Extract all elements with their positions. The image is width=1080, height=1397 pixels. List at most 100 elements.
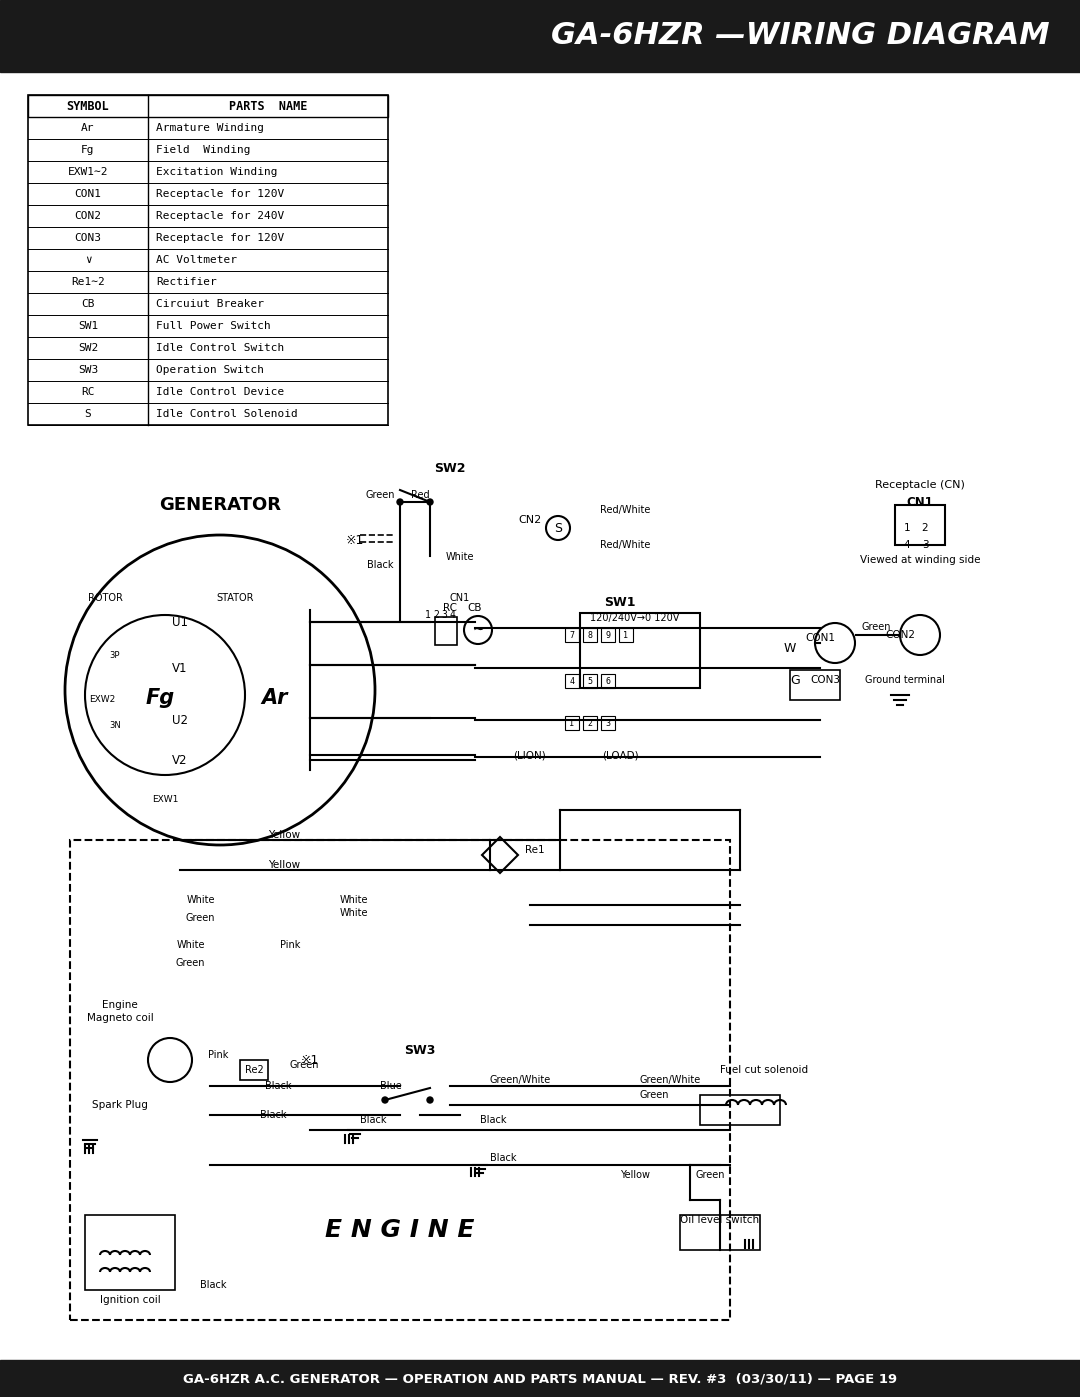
Text: Black: Black xyxy=(480,1115,507,1125)
Text: ∨: ∨ xyxy=(84,256,92,265)
Text: CON1: CON1 xyxy=(75,189,102,198)
Text: Yellow: Yellow xyxy=(268,830,300,840)
Text: Green/White: Green/White xyxy=(640,1076,701,1085)
Text: U1: U1 xyxy=(172,616,188,629)
Text: S: S xyxy=(554,521,562,535)
Text: 3N: 3N xyxy=(109,721,121,729)
Text: Green/White: Green/White xyxy=(490,1076,551,1085)
Text: RC: RC xyxy=(81,387,95,397)
Text: SW1: SW1 xyxy=(604,597,636,609)
Bar xyxy=(583,629,597,643)
Text: RC: RC xyxy=(443,604,457,613)
Text: GA-6HZR —WIRING DIAGRAM: GA-6HZR —WIRING DIAGRAM xyxy=(552,21,1050,50)
Text: 3: 3 xyxy=(921,541,929,550)
Circle shape xyxy=(397,499,403,504)
Text: Yellow: Yellow xyxy=(620,1171,650,1180)
Bar xyxy=(583,717,597,731)
Text: EXW1∼2: EXW1∼2 xyxy=(68,168,108,177)
Text: ~: ~ xyxy=(472,623,484,637)
Text: EXW1: EXW1 xyxy=(152,795,178,805)
Text: Black: Black xyxy=(490,1153,516,1162)
Circle shape xyxy=(427,499,433,504)
Text: SYMBOL: SYMBOL xyxy=(67,99,109,113)
Text: Operation Switch: Operation Switch xyxy=(156,365,264,374)
Text: 1: 1 xyxy=(426,610,431,620)
Text: 4: 4 xyxy=(449,610,455,620)
Bar xyxy=(600,629,615,643)
Text: Yellow: Yellow xyxy=(268,861,300,870)
Text: STATOR: STATOR xyxy=(216,592,254,604)
Text: SW2: SW2 xyxy=(434,461,465,475)
Text: CN1: CN1 xyxy=(906,496,933,509)
Text: Green: Green xyxy=(696,1171,725,1180)
Bar xyxy=(789,671,840,700)
Text: Spark Plug: Spark Plug xyxy=(92,1099,148,1111)
Text: GENERATOR: GENERATOR xyxy=(159,496,281,514)
Text: Green: Green xyxy=(862,622,891,631)
Text: Ar: Ar xyxy=(81,123,95,133)
Text: Armature Winding: Armature Winding xyxy=(156,123,264,133)
Text: (LION): (LION) xyxy=(514,750,546,760)
Text: GA-6HZR A.C. GENERATOR — OPERATION AND PARTS MANUAL — REV. #3  (03/30/11) — PAGE: GA-6HZR A.C. GENERATOR — OPERATION AND P… xyxy=(183,1372,897,1386)
Bar xyxy=(28,95,388,117)
Text: 2: 2 xyxy=(588,718,593,728)
Text: 7: 7 xyxy=(569,630,575,640)
Text: White: White xyxy=(187,895,215,905)
Circle shape xyxy=(382,1097,388,1104)
Text: Idle Control Device: Idle Control Device xyxy=(156,387,284,397)
Text: 1: 1 xyxy=(904,522,910,534)
Text: Black: Black xyxy=(260,1111,286,1120)
Text: Ground terminal: Ground terminal xyxy=(865,675,945,685)
Text: Field  Winding: Field Winding xyxy=(156,145,251,155)
Text: SW1: SW1 xyxy=(78,321,98,331)
Bar xyxy=(700,1095,780,1125)
Text: ROTOR: ROTOR xyxy=(87,592,122,604)
Text: Viewed at winding side: Viewed at winding side xyxy=(860,555,981,564)
Text: 3: 3 xyxy=(606,718,610,728)
Text: ※1: ※1 xyxy=(346,534,364,546)
Bar xyxy=(0,1361,1080,1397)
Text: V2: V2 xyxy=(172,753,188,767)
Text: Receptacle for 120V: Receptacle for 120V xyxy=(156,189,284,198)
Text: EXW2: EXW2 xyxy=(89,696,116,704)
Text: CB: CB xyxy=(468,604,483,613)
Bar xyxy=(619,629,633,643)
Text: Ignition coil: Ignition coil xyxy=(99,1295,160,1305)
Text: Magneto coil: Magneto coil xyxy=(86,1013,153,1023)
Text: 5: 5 xyxy=(588,676,593,686)
Text: PARTS  NAME: PARTS NAME xyxy=(229,99,307,113)
Text: Fuel cut solenoid: Fuel cut solenoid xyxy=(720,1065,808,1076)
Text: Receptacle for 120V: Receptacle for 120V xyxy=(156,233,284,243)
Text: 4: 4 xyxy=(904,541,910,550)
Bar xyxy=(600,673,615,687)
Bar xyxy=(70,840,730,1320)
Text: W: W xyxy=(784,641,796,655)
Text: 3P: 3P xyxy=(110,651,120,659)
Bar xyxy=(583,673,597,687)
Text: CN2: CN2 xyxy=(518,515,542,525)
Bar xyxy=(435,617,457,645)
Text: Green: Green xyxy=(365,490,395,500)
Bar xyxy=(565,673,579,687)
Text: Excitation Winding: Excitation Winding xyxy=(156,168,278,177)
Text: 8: 8 xyxy=(588,630,593,640)
Text: Pink: Pink xyxy=(207,1051,228,1060)
Text: Black: Black xyxy=(200,1280,227,1289)
Text: White: White xyxy=(340,908,368,918)
Text: Receptacle for 240V: Receptacle for 240V xyxy=(156,211,284,221)
Text: Full Power Switch: Full Power Switch xyxy=(156,321,271,331)
Text: 3: 3 xyxy=(441,610,447,620)
Text: Ar: Ar xyxy=(261,687,288,708)
Text: G: G xyxy=(791,673,800,686)
Text: White: White xyxy=(446,552,474,562)
Circle shape xyxy=(427,1097,433,1104)
Text: Green: Green xyxy=(640,1090,670,1099)
Text: Black: Black xyxy=(360,1115,387,1125)
Text: V1: V1 xyxy=(172,662,188,675)
Text: Pink: Pink xyxy=(280,940,300,950)
Text: ※1: ※1 xyxy=(301,1053,320,1066)
Text: 2: 2 xyxy=(921,522,929,534)
Text: Red/White: Red/White xyxy=(600,504,650,515)
Text: Re2: Re2 xyxy=(245,1065,264,1076)
Text: E N G I N E: E N G I N E xyxy=(325,1218,475,1242)
